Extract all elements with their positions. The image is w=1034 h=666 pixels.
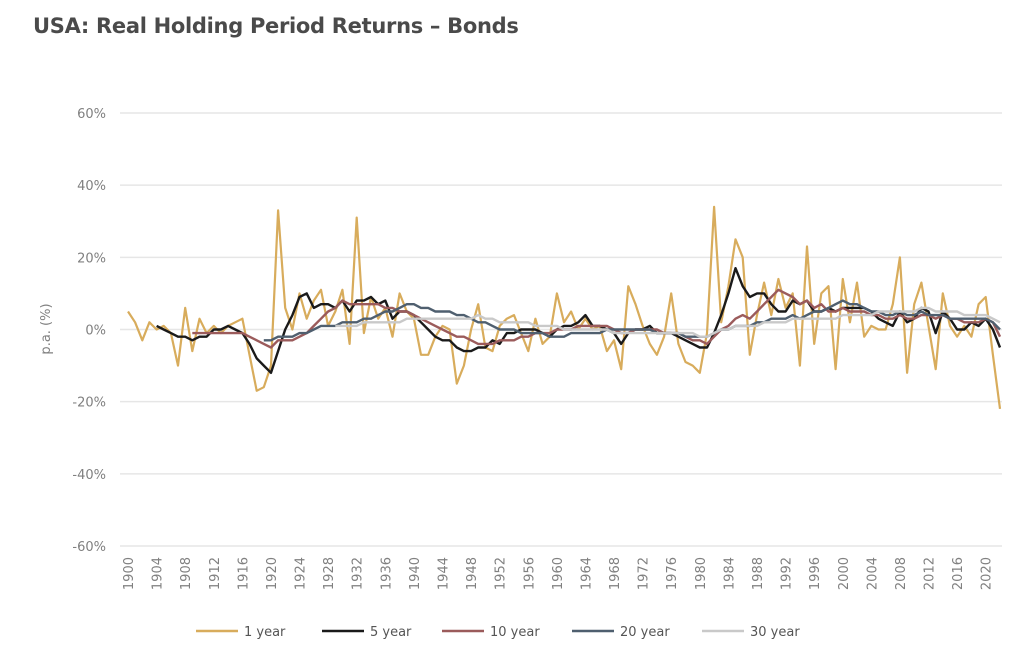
x-tick-label: 1936 <box>379 557 394 590</box>
x-tick-label: 1900 <box>122 557 137 590</box>
x-tick-label: 1956 <box>522 557 537 590</box>
y-axis: 60% 40% 20% 0% -20% -40% -60% <box>72 107 106 555</box>
x-tick-label: 1908 <box>179 557 194 590</box>
series-line-1-year <box>127 205 1002 410</box>
x-tick-label: 1924 <box>294 557 309 590</box>
legend-item-10-year: 10 year <box>442 625 540 640</box>
x-tick-label: 1980 <box>694 557 709 590</box>
x-tick-label: 1932 <box>351 557 366 590</box>
x-tick-label: 1920 <box>265 557 280 590</box>
x-tick-label: 1984 <box>722 557 737 590</box>
x-tick-label: 1988 <box>751 557 766 590</box>
legend: 1 year 5 year 10 year 20 year 30 year <box>196 625 800 640</box>
legend-item-20-year: 20 year <box>572 625 670 640</box>
x-tick-label: 1996 <box>808 557 823 590</box>
x-tick-label: 1968 <box>608 557 623 590</box>
y-tick-label: 20% <box>77 251 106 266</box>
legend-item-5-year: 5 year <box>322 625 412 640</box>
series-line-30-year <box>335 306 1001 338</box>
y-tick-label: 60% <box>77 107 106 122</box>
y-tick-label: -40% <box>72 468 106 483</box>
legend-label: 5 year <box>370 625 412 640</box>
x-tick-label: 1972 <box>637 557 652 590</box>
legend-item-30-year: 30 year <box>702 625 800 640</box>
chart-title: USA: Real Holding Period Returns – Bonds <box>33 14 519 38</box>
x-tick-label: 2020 <box>980 557 995 590</box>
y-tick-label: 0% <box>85 324 106 339</box>
x-tick-label: 2016 <box>951 557 966 590</box>
x-tick-label: 1944 <box>436 557 451 590</box>
x-tick-label: 1912 <box>208 557 223 590</box>
x-tick-label: 2008 <box>894 557 909 590</box>
x-tick-label: 1992 <box>780 557 795 590</box>
x-axis: 1900 1904 1908 1912 1916 1920 1924 1928 1932 1936… <box>122 557 995 590</box>
x-tick-label: 1952 <box>494 557 509 590</box>
y-tick-label: -20% <box>72 396 106 411</box>
legend-label: 1 year <box>244 625 286 640</box>
legend-item-1-year: 1 year <box>196 625 286 640</box>
x-tick-label: 1928 <box>322 557 337 590</box>
y-tick-label: -60% <box>72 540 106 555</box>
legend-label: 10 year <box>490 625 540 640</box>
x-tick-label: 2000 <box>837 557 852 590</box>
series-line-10-year <box>192 288 1002 349</box>
x-tick-label: 1916 <box>236 557 251 590</box>
x-tick-label: 1960 <box>551 557 566 590</box>
y-tick-label: 40% <box>77 179 106 194</box>
x-tick-label: 1964 <box>579 557 594 590</box>
x-tick-label: 1940 <box>408 557 423 590</box>
x-tick-label: 2012 <box>923 557 938 590</box>
x-tick-label: 1948 <box>465 557 480 590</box>
x-tick-label: 1976 <box>665 557 680 590</box>
legend-label: 30 year <box>750 625 800 640</box>
series-lines <box>127 205 1002 410</box>
series-line-5-year <box>156 267 1002 374</box>
gridlines <box>120 112 1002 547</box>
y-axis-label: p.a. (%) <box>39 303 54 354</box>
x-tick-label: 2004 <box>865 557 880 590</box>
x-tick-label: 1904 <box>151 557 166 590</box>
legend-label: 20 year <box>620 625 670 640</box>
